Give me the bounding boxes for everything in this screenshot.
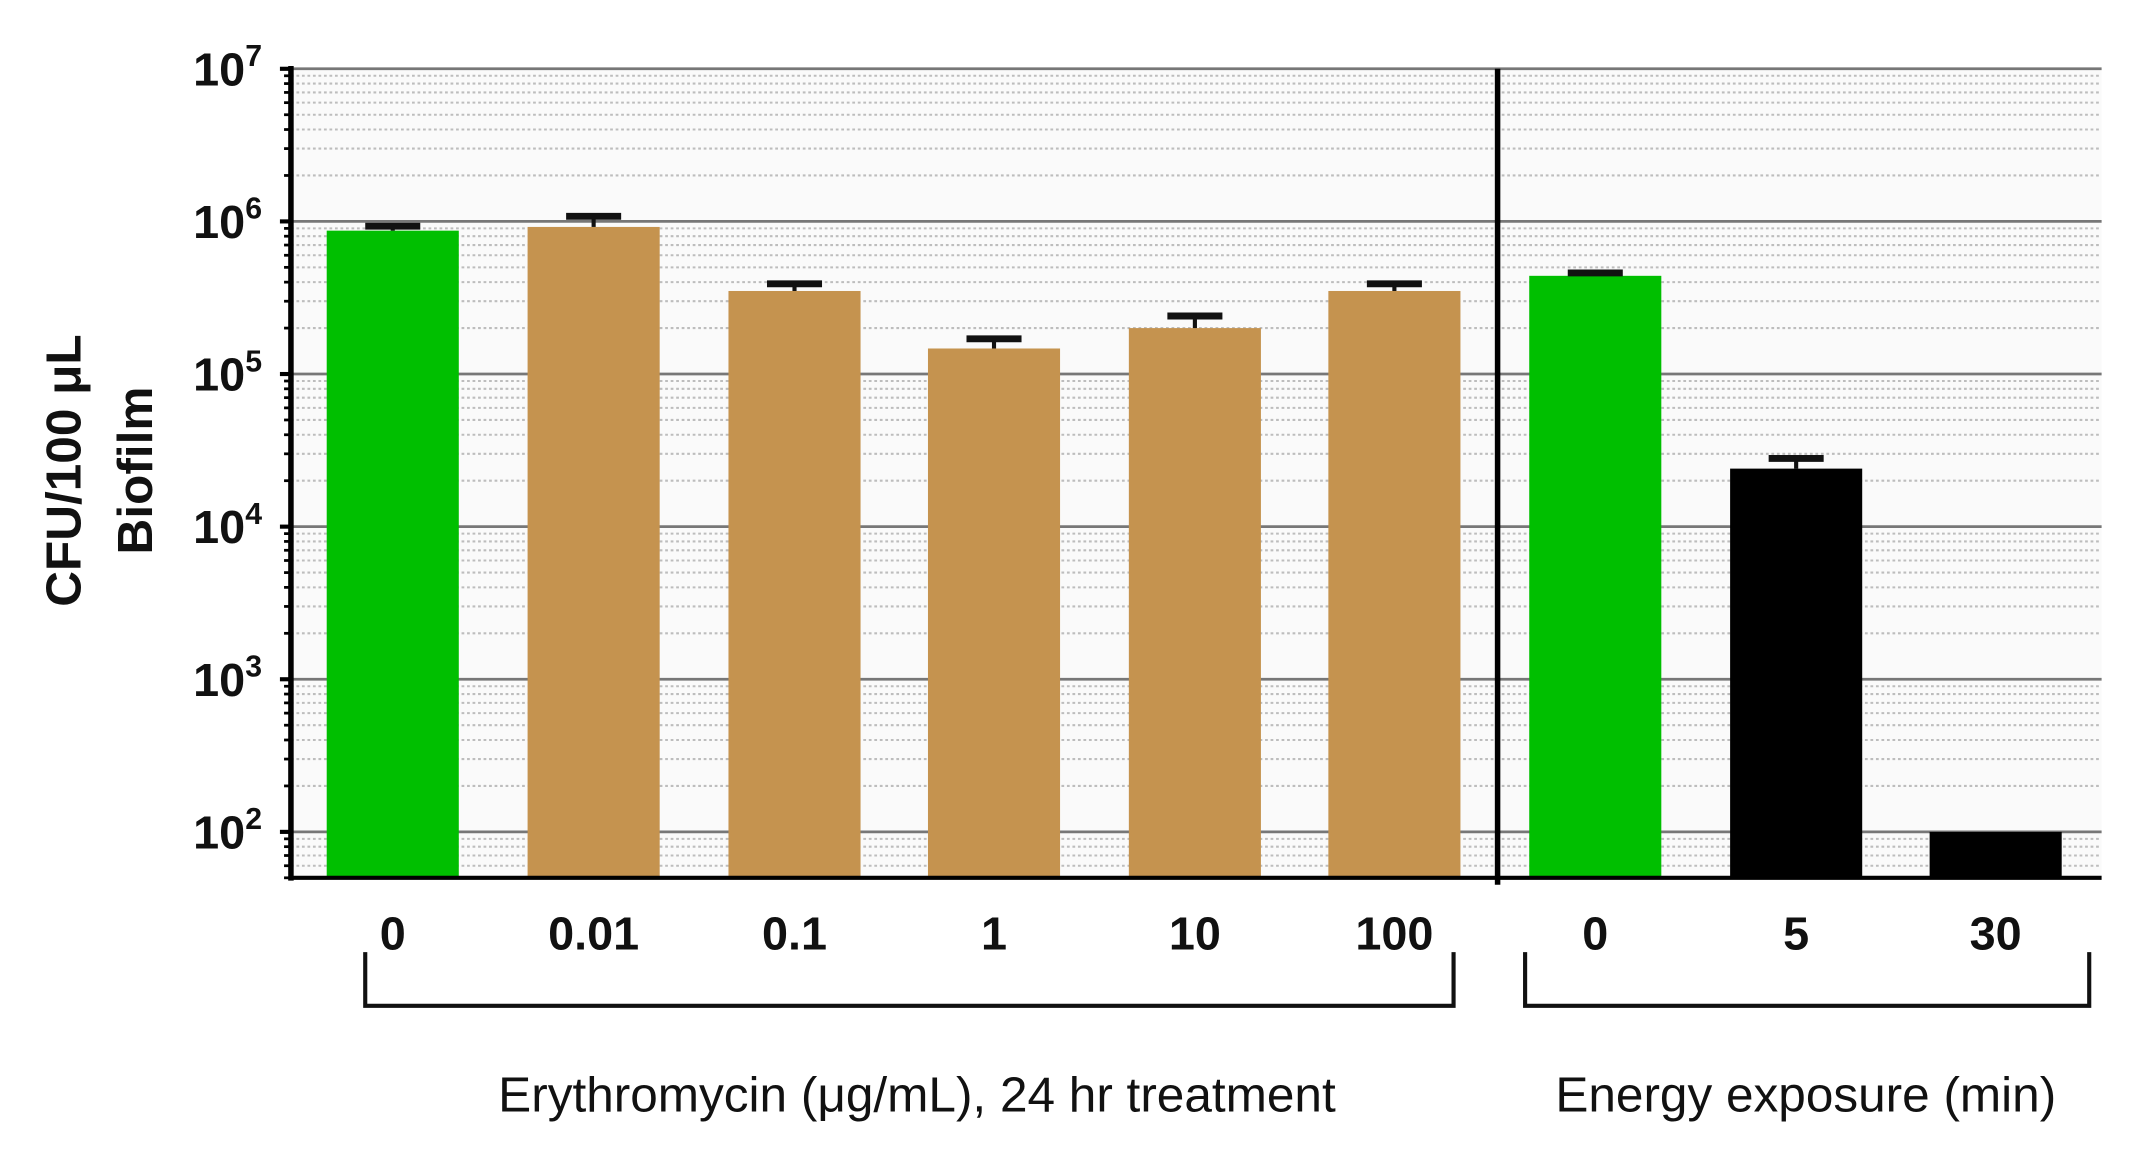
y-tick-label: 106 — [193, 193, 262, 248]
group-bracket-0 — [363, 952, 1456, 1008]
x-tick-label: 1 — [981, 907, 1007, 959]
x-tick-label: 5 — [1783, 907, 1809, 959]
bar-0-0 — [326, 230, 459, 878]
x-tick-label: 30 — [1970, 907, 2022, 959]
bar-0-5 — [1328, 290, 1461, 878]
bars — [326, 212, 2062, 878]
y-tick-label: 105 — [193, 345, 262, 400]
group-brackets — [363, 952, 2092, 1008]
x-tick-label: 0.1 — [762, 907, 827, 959]
y-axis-label-line1: CFU/100 μL — [36, 334, 91, 606]
x-tick-label: 100 — [1355, 907, 1433, 959]
bar-0-2 — [728, 290, 861, 878]
group-label-erythromycin: Erythromycin (μg/mL), 24 hr treatment — [498, 1068, 1336, 1123]
x-tick-label: 10 — [1169, 907, 1221, 959]
y-tick-label: 103 — [193, 651, 262, 706]
x-tick-label: 0 — [1582, 907, 1608, 959]
bar-0-4 — [1128, 328, 1261, 878]
x-tick-label: 0.01 — [548, 907, 639, 959]
y-axis-label-line2: Biofilm — [108, 387, 163, 555]
y-tick-labels: 107 106 105 104 103 102 — [193, 40, 262, 858]
bar-1-0 — [1529, 275, 1662, 878]
group-label-energy-exposure: Energy exposure (min) — [1555, 1068, 2056, 1123]
y-tick-label: 102 — [193, 803, 262, 858]
bar-1-2 — [1929, 831, 2062, 878]
axes — [279, 66, 2102, 885]
bar-0-3 — [927, 348, 1061, 878]
x-tick-label: 0 — [380, 907, 406, 959]
group-bracket-1 — [1523, 952, 2092, 1008]
x-tick-labels: 0 0.01 0.1 1 10 100 0 5 30 — [380, 907, 2022, 959]
bar-1-1 — [1730, 468, 1863, 878]
y-tick-label: 107 — [193, 40, 262, 95]
y-tick-label: 104 — [193, 498, 262, 553]
bar-0-1 — [527, 226, 660, 878]
